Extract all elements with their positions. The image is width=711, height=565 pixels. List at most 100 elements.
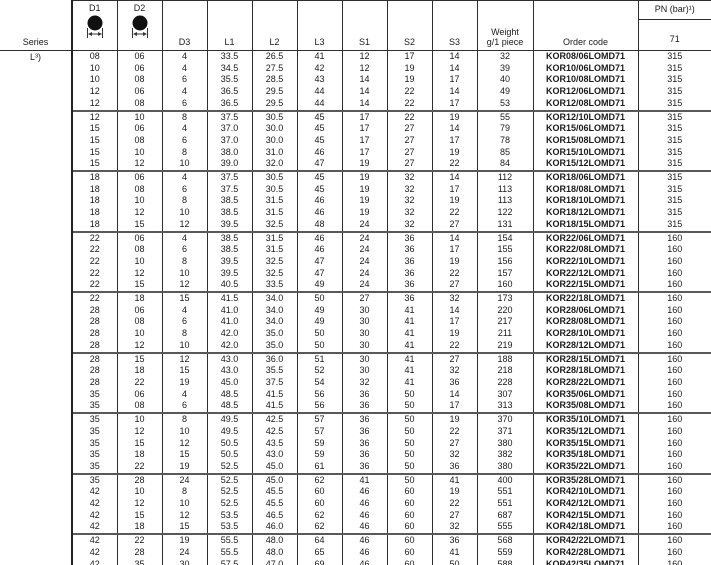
cell-d3: 4 [161,123,207,135]
cell-s3: 22 [431,207,477,219]
cell-d3: 6 [161,400,207,414]
cell-s1: 27 [341,291,387,305]
cell-l3: 57 [296,425,342,438]
cell-l1: 57.5 [206,558,252,565]
table-row: 42 15 12 53.5 46.5 62 46 60 27 687 KOR42/15LOMD71 1… [0,509,711,522]
cell-l3: 42 [296,62,342,75]
cell-s2: 32 [386,218,432,232]
cell-pn: 160 [637,328,711,340]
cell-l1: 40.5 [206,279,252,293]
col-header-s2: S2 [386,0,432,51]
cell-order_code: KOR28/06LOMD71 [532,304,638,317]
cell-d1: 10 [71,74,117,87]
cell-l1: 52.5 [206,486,252,499]
cell-l3: 50 [296,339,342,353]
cell-weight: 380 [476,437,533,450]
cell-l3: 48 [296,218,342,232]
cell-d2: 12 [116,339,162,353]
cell-d1: 35 [71,425,117,438]
cell-d1: 18 [71,170,117,184]
cell-weight: 551 [476,498,533,510]
cell-d1: 28 [71,304,117,317]
table-row: 28 18 15 43.0 35.5 52 30 41 32 218 KOR28/18LOMD71 1… [0,365,711,377]
cell-d3: 8 [161,255,207,268]
cell-s2: 60 [386,486,432,499]
cell-s1: 36 [341,412,387,426]
cell-pn: 315 [637,146,711,159]
cell-l2: 30.0 [251,134,297,147]
cell-d3: 19 [161,460,207,474]
cell-order_code: KOR28/18LOMD71 [532,365,638,377]
cell-d2: 06 [116,62,162,75]
cell-d3: 8 [161,146,207,159]
cell-pn: 160 [637,351,711,366]
cell-d3: 4 [161,170,207,184]
cell-d2: 08 [116,244,162,256]
cell-weight: 307 [476,388,533,401]
cell-s2: 27 [386,134,432,147]
cell-s2: 41 [386,339,432,353]
cell-s3: 19 [431,109,477,124]
cell-l3: 41 [296,50,342,63]
cell-l3: 47 [296,267,342,280]
cell-s1: 36 [341,400,387,414]
table-row: 15 10 8 38.0 31.0 46 17 27 19 85 KOR15/10LOMD71 315 [0,146,711,159]
cell-order_code: KOR35/18LOMD71 [532,449,638,461]
d2-header-label: D2 [133,3,146,13]
cell-l2: 30.5 [251,109,297,124]
cell-s3: 14 [431,230,477,245]
cell-s2: 22 [386,109,432,124]
cell-s1: 24 [341,244,387,256]
cell-l1: 48.5 [206,400,252,414]
table-row: 22 06 4 38.5 31.5 46 24 36 14 154 KOR22/06LOMD71 16… [0,230,711,245]
cell-d1: 18 [71,218,117,232]
cell-order_code: KOR22/12LOMD71 [532,267,638,280]
cell-s3: 22 [431,158,477,172]
cell-l3: 46 [296,195,342,208]
cell-l2: 45.0 [251,472,297,487]
table-row: 10 08 6 35.5 28.5 43 14 19 17 40 KOR10/08LOMD71 315 [0,74,711,87]
cell-d1: 28 [71,328,117,340]
cell-weight: 160 [476,279,533,293]
table-row: 22 12 10 39.5 32.5 47 24 36 22 157 KOR22/12LOMD71 1… [0,267,711,280]
cell-l3: 60 [296,498,342,510]
cell-s3: 17 [431,316,477,329]
cell-s1: 36 [341,388,387,401]
cell-l2: 32.0 [251,158,297,172]
cell-pn: 160 [637,449,711,461]
cell-l3: 45 [296,123,342,135]
cell-l3: 49 [296,304,342,317]
cell-s2: 36 [386,244,432,256]
cell-s1: 41 [341,472,387,487]
cell-order_code: KOR42/22LOMD71 [532,533,638,547]
cell-order_code: KOR18/06LOMD71 [532,170,638,184]
cell-l3: 45 [296,183,342,196]
cell-l2: 32.5 [251,255,297,268]
cell-l3: 46 [296,230,342,245]
cell-s3: 14 [431,388,477,401]
cell-d3: 4 [161,50,207,63]
cell-d2: 28 [116,472,162,487]
cell-d3: 15 [161,449,207,461]
cell-pn: 315 [637,97,711,111]
cell-pn: 315 [637,158,711,172]
cell-d3: 15 [161,291,207,305]
cell-d1: 28 [71,316,117,329]
cell-s1: 12 [341,50,387,63]
cell-l1: 37.5 [206,183,252,196]
cell-d2: 08 [116,316,162,329]
cell-l1: 37.5 [206,170,252,184]
cell-order_code: KOR22/08LOMD71 [532,244,638,256]
cell-d1: 35 [71,437,117,450]
cell-s3: 19 [431,195,477,208]
table-row: 28 08 6 41.0 34.0 49 30 41 17 217 KOR28/08LOMD71 16… [0,316,711,329]
cell-l1: 38.5 [206,230,252,245]
cell-pn: 315 [637,195,711,208]
cell-s2: 36 [386,291,432,305]
cell-s1: 17 [341,123,387,135]
cell-l2: 45.5 [251,486,297,499]
table-row: 35 08 6 48.5 41.5 56 36 50 17 313 KOR35/08LOMD71 16… [0,400,711,414]
cell-weight: 220 [476,304,533,317]
cell-pn: 160 [637,460,711,474]
cell-d1: 15 [71,123,117,135]
